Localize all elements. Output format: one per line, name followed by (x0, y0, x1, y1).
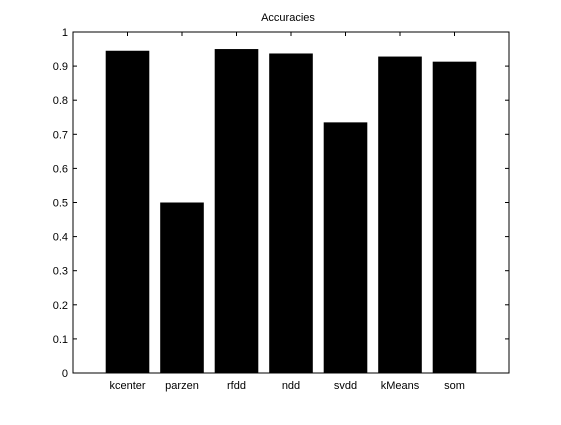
bar-parzen (160, 203, 204, 374)
y-tick-label: 0.3 (53, 266, 68, 278)
bar-svdd (324, 122, 368, 373)
y-tick-label: 0.1 (53, 334, 68, 346)
bars-layer (106, 49, 477, 373)
y-tick-label: 0.7 (53, 129, 68, 141)
x-tick-label-parzen: parzen (165, 380, 199, 392)
bar-kcenter (106, 51, 150, 373)
x-tick-label-rfdd: rfdd (227, 380, 246, 392)
y-tick-label: 0.9 (53, 61, 68, 73)
bar-rfdd (215, 49, 259, 373)
y-tick-label: 0.8 (53, 95, 68, 107)
y-tick-label: 0.2 (53, 300, 68, 312)
x-tick-label-svdd: svdd (334, 380, 357, 392)
y-tick-label: 0.6 (53, 163, 68, 175)
x-tick-label-ndd: ndd (282, 380, 300, 392)
bar-kMeans (378, 57, 422, 373)
bar-som (433, 62, 477, 373)
y-tick-label: 0 (62, 368, 68, 380)
y-tick-label: 0.4 (53, 232, 68, 244)
x-tick-label-kMeans: kMeans (381, 380, 420, 392)
x-tick-label-kcenter: kcenter (109, 380, 145, 392)
y-tick-label: 1 (62, 27, 68, 39)
x-tick-label-som: som (444, 380, 465, 392)
bar-ndd (269, 53, 313, 373)
y-tick-label: 0.5 (53, 198, 68, 210)
chart-title: Accuracies (261, 12, 315, 24)
